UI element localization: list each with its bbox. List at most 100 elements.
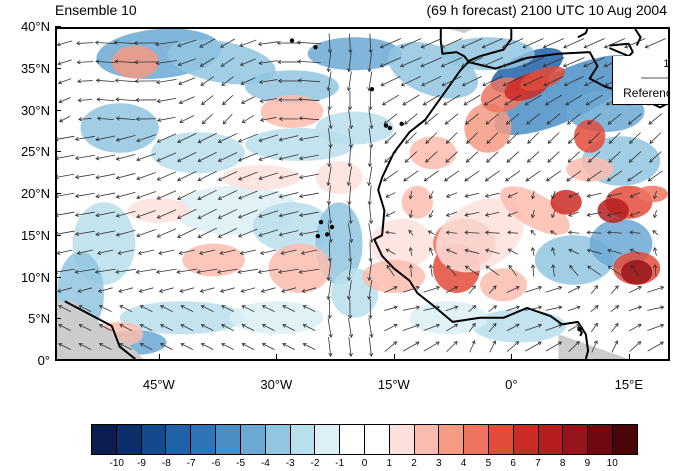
wind-vector-arrow xyxy=(386,264,395,277)
wind-vector-arrow xyxy=(326,71,332,92)
wind-vector-arrow xyxy=(647,170,663,182)
map-panel: 10 Reference Vector xyxy=(55,27,670,361)
colorbar xyxy=(91,424,638,455)
wind-vector-arrow xyxy=(502,38,524,49)
wind-vector-arrow xyxy=(403,170,419,182)
wind-vector-arrow xyxy=(298,116,320,121)
latitude-tick-label: 15°N xyxy=(20,227,50,243)
wind-vector-arrow xyxy=(504,94,522,106)
wind-vector-arrow xyxy=(647,305,665,311)
wind-vector-arrow xyxy=(629,192,641,198)
wind-vector-arrow xyxy=(653,264,658,277)
wind-vector-arrow xyxy=(237,268,259,274)
latitude-tick-label: 35°N xyxy=(20,60,50,76)
wind-vector-arrow xyxy=(259,117,277,123)
wind-vector-arrow xyxy=(115,172,136,180)
wind-vector-arrow xyxy=(583,57,605,68)
wind-vector-arrow xyxy=(508,264,517,277)
wind-vector-arrow xyxy=(400,76,421,87)
wind-vector-arrow xyxy=(402,94,420,106)
colorbar-label: 2 xyxy=(411,458,417,469)
colorbar-swatch xyxy=(464,425,489,454)
wind-vector-arrow xyxy=(155,79,177,85)
wind-vector-arrow xyxy=(280,249,297,255)
wind-vector-arrow xyxy=(58,305,71,313)
colorbar-label: 3 xyxy=(436,458,442,469)
wind-vector-arrow xyxy=(238,152,258,162)
wind-vector-arrow xyxy=(240,287,256,293)
wind-vector-arrow xyxy=(196,268,218,274)
wind-vector-arrow xyxy=(57,287,72,293)
wind-vector-arrow xyxy=(545,170,562,182)
wind-vector-arrow xyxy=(327,242,332,263)
wind-vector-arrow xyxy=(257,41,279,47)
island xyxy=(318,219,324,225)
wind-vector-arrow xyxy=(464,192,480,198)
wind-vector-arrow xyxy=(239,58,256,67)
wind-vector-arrow xyxy=(384,132,397,144)
wind-vector-arrow xyxy=(201,113,213,125)
wind-vector-arrow xyxy=(217,133,238,144)
wind-vector-arrow xyxy=(524,94,542,106)
wind-vector-arrow xyxy=(647,285,665,293)
wind-vector-arrow xyxy=(379,57,402,68)
wind-vector-arrow xyxy=(568,211,580,217)
latitude-tick xyxy=(55,109,61,111)
wind-vector-arrow xyxy=(482,76,503,87)
colorbar-swatch xyxy=(191,425,217,454)
wind-vector-arrow xyxy=(200,323,214,331)
wind-vector-arrow xyxy=(550,230,557,235)
wind-vector-arrow xyxy=(368,299,373,320)
wind-vector-arrow xyxy=(607,192,622,198)
wind-vector-arrow xyxy=(346,261,352,282)
latitude-tick xyxy=(55,67,61,69)
wind-vector-arrow xyxy=(328,128,333,149)
wind-vector-arrow xyxy=(611,340,619,353)
wind-vector-arrow xyxy=(57,173,75,180)
wind-vector-arrow xyxy=(159,323,173,331)
colorbar-label: 9 xyxy=(584,458,591,469)
wind-vector-arrow xyxy=(408,246,413,256)
wind-vector-arrow xyxy=(468,322,476,333)
wind-vector-arrow xyxy=(177,133,197,144)
wind-vector-arrow xyxy=(464,170,480,182)
wind-vector-arrow xyxy=(649,151,662,163)
wind-vector-arrow xyxy=(114,78,137,83)
wind-vector-arrow xyxy=(281,287,296,293)
wind-vector-arrow xyxy=(530,190,536,200)
anomaly-blob xyxy=(370,218,433,269)
wind-vector-arrow xyxy=(57,59,72,66)
wind-vector-arrow xyxy=(158,249,175,255)
wind-vector-arrow xyxy=(276,40,301,46)
wind-vector-arrow xyxy=(95,173,116,180)
wind-vector-arrow xyxy=(221,305,234,313)
anomaly-blob xyxy=(597,198,629,223)
wind-vector-arrow xyxy=(258,153,279,162)
wind-vector-arrow xyxy=(258,210,279,219)
anomaly-blob xyxy=(268,243,332,293)
wind-vector-arrow xyxy=(74,192,95,199)
wind-vector-arrow xyxy=(139,342,153,350)
wind-vector-arrow xyxy=(367,147,373,168)
colorbar-swatch xyxy=(166,425,192,454)
wind-vector-arrow xyxy=(197,208,217,220)
wind-vector-arrow xyxy=(282,342,296,350)
wind-vector-arrow xyxy=(445,248,458,255)
wind-vector-arrow xyxy=(278,135,299,142)
latitude-tick xyxy=(55,193,61,194)
wind-vector-arrow xyxy=(488,285,497,294)
wind-vector-arrow xyxy=(464,230,480,235)
island xyxy=(289,38,295,43)
wind-vector-arrow xyxy=(485,265,500,276)
wind-vector-arrow xyxy=(348,33,353,54)
wind-vector-arrow xyxy=(136,134,156,143)
longitude-tick-label: 15°W xyxy=(377,377,410,392)
wind-vector-arrow xyxy=(297,59,321,64)
wind-vector-arrow xyxy=(348,109,354,130)
anomaly-blob xyxy=(182,243,245,277)
wind-vector-arrow xyxy=(384,286,398,293)
reference-vector-value: 10 xyxy=(663,58,670,70)
wind-vector-arrow xyxy=(461,57,483,68)
wind-vector-arrow xyxy=(74,135,95,142)
wind-vector-arrow xyxy=(57,135,75,142)
